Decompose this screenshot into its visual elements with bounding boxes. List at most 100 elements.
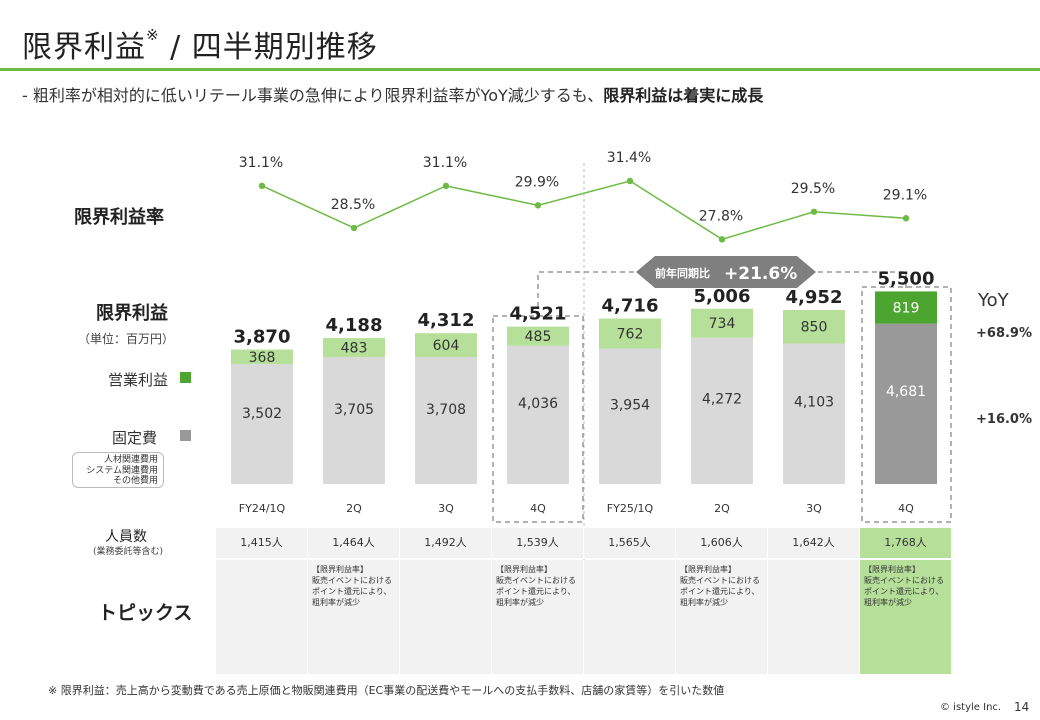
headcount-cell: 1,464人 [308,528,400,558]
x-tick-label: 3Q [806,502,822,515]
margin-rate-point [626,177,634,185]
compare-badge [636,256,816,288]
headcount-cell: 1,642人 [768,528,860,558]
bar-fixed-cost [599,348,661,484]
bar-total-label: 5,500 [878,268,935,289]
page-title: 限界利益※ / 四半期別推移 [22,26,378,65]
legend-operating-profit-swatch [180,372,191,383]
margin-rate-point [902,215,910,222]
bar-operating-profit [783,309,845,344]
compare-badge-value: +21.6% [724,264,797,284]
headcount-label: 人員数 [105,529,147,545]
margin-rate-point [258,182,266,190]
margin-rate-label: 31.4% [607,150,651,166]
bar-fixed-cost-label: 3,705 [334,402,374,418]
bar-fixed-cost [323,357,385,484]
margin-rate-label: 29.5% [791,181,835,197]
fixed-cost-breakdown: 人材関連費用 システム関連費用 その他費用 [72,452,164,488]
margin-rate-label: 27.8% [699,208,743,224]
bar-operating-profit-label: 850 [801,320,828,336]
margin-rate-label: 29.1% [883,187,927,203]
margin-rate-point [534,202,542,209]
title-rule [0,68,1040,71]
bar-operating-profit-label: 368 [249,350,276,366]
margin-rate-point [718,236,726,243]
bar-total-label: 5,006 [694,286,751,307]
bar-total-label: 4,952 [786,287,843,308]
bar-operating-profit [875,291,937,324]
headcount-cell: 1,565人 [584,528,676,558]
yoy-operating-profit: +68.9% [976,326,1032,341]
margin-rate-label: 29.9% [515,174,559,190]
bar-total-label: 4,716 [602,296,659,317]
topic-cell: 【限界利益率】 販売イベントにおける ポイント還元により、 粗利率が減少 [308,560,400,674]
margin-rate-label: 限界利益率 [74,207,164,228]
topic-text: 【限界利益率】 販売イベントにおける ポイント還元により、 粗利率が減少 [864,565,944,607]
topic-cell: 【限界利益率】 販売イベントにおける ポイント還元により、 粗利率が減少 [676,560,768,674]
x-tick-label: 2Q [346,502,362,515]
x-tick-label: 2Q [714,502,730,515]
bar-operating-profit-label: 762 [617,327,644,343]
bar-operating-profit-label: 483 [341,341,368,357]
page-number: 14 [1014,700,1030,714]
bar-fixed-cost [415,357,477,484]
x-tick-label: 3Q [438,502,454,515]
bar-fixed-cost-label: 3,502 [242,406,282,422]
headcount-cell: 1,768人 [860,528,952,558]
bar-operating-profit-label: 819 [893,301,920,317]
topic-text: 【限界利益率】 販売イベントにおける ポイント還元により、 粗利率が減少 [312,565,392,607]
x-tick-label: 4Q [530,502,546,515]
margin-rate-point [810,208,818,215]
footnote: ※ 限界利益：売上高から変動費である売上原価と物販関連費用（EC事業の配送費やモ… [48,684,725,697]
bar-fixed-cost-label: 4,681 [886,384,926,400]
bar-fixed-cost-label: 4,036 [518,396,558,412]
subtitle: - 粗利率が相対的に低いリテール事業の急伸により限界利益率がYoY減少するも、限… [22,86,764,105]
bar-operating-profit-label: 734 [709,316,736,332]
margin-rate-line [261,180,907,241]
bar-fixed-cost [875,323,937,484]
yoy-label: YoY [978,290,1009,311]
bar-fixed-cost [691,337,753,484]
headcount-sub-label: (業務委託等含む) [93,547,164,557]
margin-rate-point [350,224,358,232]
bar-fixed-cost-label: 3,954 [610,398,650,414]
topic-cell [584,560,676,674]
topic-cell: 【限界利益率】 販売イベントにおける ポイント還元により、 粗利率が減少 [860,560,952,674]
margin-rate-label: 31.1% [423,155,467,171]
legend-operating-profit: 営業利益 [108,371,169,389]
bar-operating-profit-label: 604 [433,338,460,354]
bar-fixed-cost [231,364,293,484]
topic-text: 【限界利益率】 販売イベントにおける ポイント還元により、 粗利率が減少 [680,565,760,607]
bar-operating-profit [691,308,753,338]
topic-cell [400,560,492,674]
x-tick-label: FY24/1Q [239,502,286,515]
bar-fixed-cost [783,343,845,484]
bar-operating-profit [415,333,477,358]
unit-label: （単位：百万円） [78,332,175,346]
topic-text: 【限界利益率】 販売イベントにおける ポイント還元により、 粗利率が減少 [496,565,576,607]
bar-operating-profit [507,326,569,346]
bar-fixed-cost [507,345,569,484]
x-tick-label: 4Q [898,502,914,515]
yoy-fixed-cost: +16.0% [976,412,1032,427]
bar-fixed-cost-label: 4,103 [794,395,834,411]
margin-profit-label: 限界利益 [96,303,168,324]
copyright: © istyle Inc. [940,702,1002,713]
topic-cell [216,560,308,674]
headcount-cell: 1,415人 [216,528,308,558]
topic-cell [768,560,860,674]
bar-total-label: 4,312 [418,310,475,331]
headcount-cell: 1,492人 [400,528,492,558]
margin-rate-point [442,182,450,190]
topics-label: トピックス [98,602,193,624]
bar-operating-profit [231,349,293,365]
margin-rate-label: 31.1% [239,155,283,171]
headcount-cell: 1,606人 [676,528,768,558]
bar-fixed-cost-label: 3,708 [426,402,466,418]
bar-total-label: 4,188 [326,315,383,336]
legend-fixed-cost-swatch [180,430,191,441]
x-tick-label: FY25/1Q [607,502,654,515]
bar-operating-profit-label: 485 [525,329,552,345]
bar-total-label: 3,870 [234,327,291,348]
bar-fixed-cost-label: 4,272 [702,392,742,408]
